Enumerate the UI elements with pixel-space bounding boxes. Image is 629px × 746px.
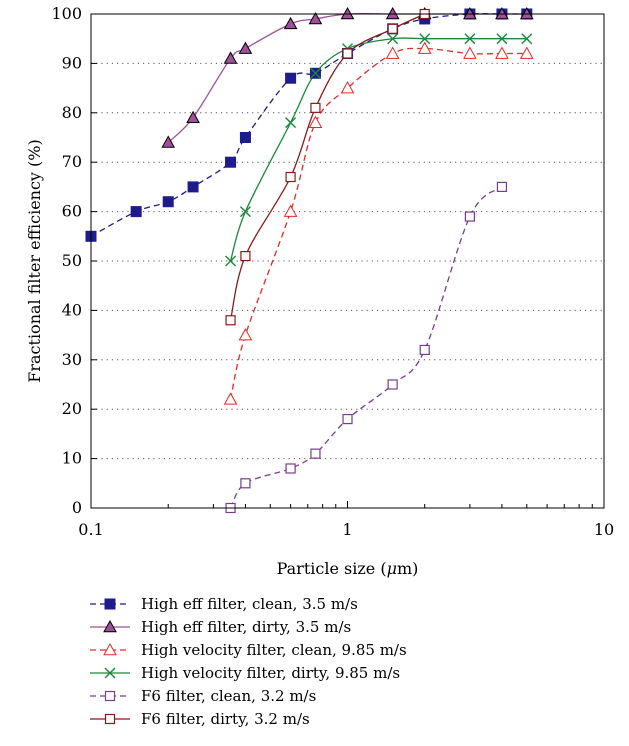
axis-ticks xyxy=(90,13,605,509)
data-point-s2 xyxy=(417,41,432,54)
data-point-s3 xyxy=(464,33,476,45)
data-point-s5 xyxy=(342,48,353,59)
data-point-s2 xyxy=(463,46,477,59)
y-tick-label: 70 xyxy=(62,152,82,171)
data-point-s1 xyxy=(385,6,400,20)
data-point-s1 xyxy=(223,51,238,64)
legend-marker xyxy=(104,690,116,702)
legend-item: F6 filter, clean, 3.2 m/s xyxy=(90,687,316,705)
legend-marker xyxy=(103,642,117,656)
legend-item: High velocity filter, clean, 9.85 m/s xyxy=(90,641,407,659)
y-tick-label: 20 xyxy=(62,399,82,418)
x-tick-label: 10 xyxy=(594,520,614,539)
x-axis-title-suffix: m) xyxy=(397,559,418,578)
legend-item: High velocity filter, dirty, 9.85 m/s xyxy=(90,664,400,682)
data-point-s3 xyxy=(521,33,533,45)
data-point-s5 xyxy=(285,171,296,183)
data-point-s2 xyxy=(283,204,298,217)
series-line-1 xyxy=(167,12,527,143)
y-tick-label: 30 xyxy=(62,350,82,369)
y-tick-label: 0 xyxy=(72,498,82,517)
data-point-s1 xyxy=(186,110,200,124)
legend-label: High eff filter, clean, 3.5 m/s xyxy=(141,595,358,613)
data-point-s0 xyxy=(187,181,199,193)
series-lines xyxy=(90,12,527,509)
data-point-s4 xyxy=(310,448,321,459)
y-tick-label: 90 xyxy=(62,53,82,72)
data-point-s1 xyxy=(283,16,298,30)
data-point-s2 xyxy=(340,81,355,94)
data-point-s3 xyxy=(225,255,237,267)
y-tick-label: 50 xyxy=(62,251,82,270)
grid-lines xyxy=(91,62,604,460)
legend-label: High eff filter, dirty, 3.5 m/s xyxy=(141,618,351,636)
legend-label: F6 filter, dirty, 3.2 m/s xyxy=(141,710,310,728)
series-markers xyxy=(85,6,534,514)
data-point-s5 xyxy=(225,315,236,326)
y-tick-label: 40 xyxy=(62,300,82,319)
data-point-s1 xyxy=(495,6,509,20)
y-axis-title: Fractional filter efficiency (%) xyxy=(25,139,44,382)
data-point-s3 xyxy=(387,33,399,45)
legend-label: High velocity filter, dirty, 9.85 m/s xyxy=(141,664,400,682)
legend-item: High eff filter, clean, 3.5 m/s xyxy=(90,595,358,613)
legend-label: F6 filter, clean, 3.2 m/s xyxy=(141,687,316,705)
x-tick-label: 0.1 xyxy=(78,520,103,539)
data-point-s4 xyxy=(419,344,430,356)
data-point-s2 xyxy=(385,46,400,59)
data-point-s1 xyxy=(238,41,253,54)
y-tick-label: 10 xyxy=(62,449,82,468)
data-point-s1 xyxy=(519,6,534,20)
data-point-s4 xyxy=(342,413,353,425)
data-point-s2 xyxy=(495,46,509,59)
data-point-s0 xyxy=(239,132,251,143)
x-axis-title: Particle size (μm) xyxy=(277,559,419,578)
data-point-s3 xyxy=(309,67,321,79)
data-point-s5 xyxy=(387,23,398,34)
legend-marker xyxy=(104,598,116,610)
data-point-s1 xyxy=(340,6,355,20)
legend-marker xyxy=(104,667,116,679)
data-point-s4 xyxy=(387,379,398,390)
data-point-s2 xyxy=(519,46,534,59)
data-point-s0 xyxy=(285,72,297,84)
x-tick-label: 1 xyxy=(342,520,352,539)
data-point-s3 xyxy=(285,117,297,129)
legend-item: F6 filter, dirty, 3.2 m/s xyxy=(90,710,310,728)
legend-marker xyxy=(103,619,117,633)
data-point-s3 xyxy=(239,206,251,218)
legend: High eff filter, clean, 3.5 m/s High eff … xyxy=(90,595,407,728)
y-tick-label: 60 xyxy=(62,202,82,221)
data-point-s0 xyxy=(130,206,142,218)
data-point-s0 xyxy=(162,196,174,208)
y-tick-label: 100 xyxy=(51,4,82,23)
data-point-s2 xyxy=(238,328,253,341)
data-point-s4 xyxy=(496,181,508,192)
legend-label: High velocity filter, clean, 9.85 m/s xyxy=(141,641,407,659)
data-point-s4 xyxy=(464,211,475,222)
data-point-s2 xyxy=(223,392,238,405)
data-point-s3 xyxy=(496,33,508,45)
data-point-s1 xyxy=(308,11,323,25)
x-axis-title-unit: μ xyxy=(387,559,397,578)
legend-item: High eff filter, dirty, 3.5 m/s xyxy=(90,618,351,636)
data-point-s5 xyxy=(240,250,251,262)
data-point-s1 xyxy=(161,135,176,148)
data-point-s4 xyxy=(240,478,251,489)
series-line-2 xyxy=(229,47,527,400)
legend-marker xyxy=(104,713,116,725)
axis-tick-labels: 0 10 20 30 40 50 60 70 80 90 100 0.1 1 10 xyxy=(51,4,614,539)
data-point-s3 xyxy=(419,33,431,45)
data-point-s5 xyxy=(310,102,321,113)
series-line-3 xyxy=(229,37,527,262)
y-tick-label: 80 xyxy=(62,103,82,122)
x-axis-title-prefix: Particle size ( xyxy=(277,559,387,578)
data-point-s1 xyxy=(463,6,477,20)
data-point-s2 xyxy=(308,115,323,128)
series-line-4 xyxy=(229,186,503,509)
data-point-s4 xyxy=(285,463,296,474)
data-point-s0 xyxy=(225,156,237,168)
